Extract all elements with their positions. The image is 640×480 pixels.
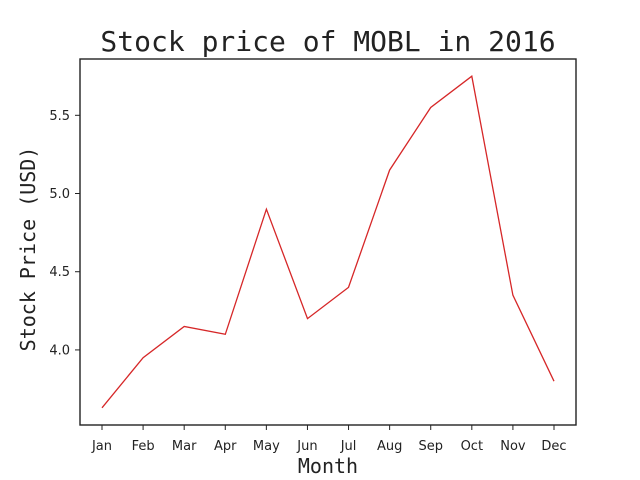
- x-tick-label: Dec: [541, 439, 566, 454]
- y-axis: 4.0 4.5 5.0 5.5: [49, 109, 80, 358]
- x-axis-label: Month: [298, 454, 358, 478]
- chart-title: Stock price of MOBL in 2016: [100, 25, 555, 58]
- x-tick-label: Jul: [340, 439, 357, 454]
- x-tick-label: Sep: [418, 439, 443, 454]
- x-tick-label: Jan: [91, 439, 112, 454]
- series-line: [101, 75, 555, 409]
- x-tick-label: Apr: [214, 439, 237, 454]
- y-tick-label: 5.5: [49, 109, 70, 124]
- x-tick-label: May: [253, 439, 280, 454]
- plot-area: [79, 58, 577, 426]
- x-tick-label: Nov: [500, 439, 526, 454]
- x-axis: Jan Feb Mar Apr May Jun Jul Aug Sep Oct Nov Dec: [91, 425, 567, 454]
- series-group: [101, 75, 555, 409]
- x-tick-label: Oct: [461, 439, 483, 454]
- x-tick-label: Jun: [296, 439, 317, 454]
- y-tick-label: 4.0: [49, 343, 70, 358]
- x-tick-label: Feb: [132, 439, 155, 454]
- y-tick-label: 4.5: [49, 265, 70, 280]
- y-tick-label: 5.0: [49, 187, 70, 202]
- x-tick-label: Mar: [172, 439, 197, 454]
- x-tick-label: Aug: [377, 439, 402, 454]
- y-axis-label: Stock Price (USD): [16, 147, 40, 352]
